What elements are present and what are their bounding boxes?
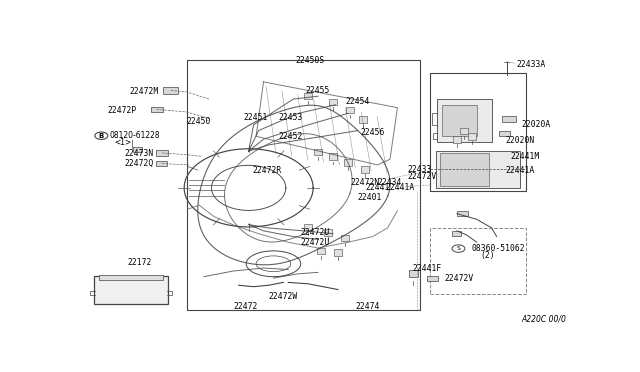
Bar bbox=[468, 134, 476, 140]
Bar bbox=[452, 231, 461, 236]
Text: 22472M: 22472M bbox=[129, 87, 159, 96]
Text: 22451: 22451 bbox=[244, 113, 268, 122]
Bar bbox=[436, 151, 520, 189]
Text: 22020A: 22020A bbox=[522, 121, 550, 129]
Bar bbox=[329, 99, 337, 105]
Bar bbox=[409, 270, 418, 278]
Text: B: B bbox=[99, 133, 104, 139]
Text: (2): (2) bbox=[481, 251, 495, 260]
Text: 22456: 22456 bbox=[360, 128, 385, 137]
Bar bbox=[163, 87, 178, 94]
Bar bbox=[453, 136, 461, 142]
Text: 22441F: 22441F bbox=[412, 264, 442, 273]
Bar bbox=[458, 211, 468, 216]
Bar bbox=[187, 60, 420, 310]
Text: 22472P: 22472P bbox=[108, 106, 136, 115]
Text: 08360-51062: 08360-51062 bbox=[472, 244, 525, 253]
Bar bbox=[427, 276, 438, 280]
Text: 22473N: 22473N bbox=[125, 149, 154, 158]
Bar bbox=[304, 93, 312, 99]
Text: 22450: 22450 bbox=[187, 118, 211, 126]
Bar bbox=[437, 99, 492, 142]
Text: 22472U: 22472U bbox=[301, 238, 330, 247]
Text: 22441M: 22441M bbox=[511, 152, 540, 161]
Bar bbox=[324, 230, 332, 236]
Text: S: S bbox=[456, 246, 460, 251]
Bar bbox=[150, 106, 163, 112]
Text: 22401: 22401 bbox=[358, 193, 382, 202]
Bar bbox=[429, 73, 526, 191]
Bar bbox=[440, 154, 489, 186]
Bar bbox=[460, 128, 468, 134]
Text: 22433A: 22433A bbox=[516, 60, 546, 69]
Text: 22433: 22433 bbox=[408, 165, 432, 174]
Text: 22441: 22441 bbox=[365, 183, 390, 192]
Text: 22472Q: 22472Q bbox=[125, 159, 154, 168]
Text: 22472: 22472 bbox=[234, 302, 258, 311]
Bar bbox=[502, 116, 516, 122]
Bar bbox=[499, 131, 509, 136]
Text: 22441A: 22441A bbox=[385, 183, 414, 192]
Text: 22452: 22452 bbox=[278, 132, 303, 141]
Bar bbox=[361, 166, 369, 173]
Bar bbox=[442, 105, 477, 136]
Text: <1>: <1> bbox=[115, 138, 132, 147]
Text: 22172: 22172 bbox=[127, 258, 152, 267]
Text: 22455: 22455 bbox=[306, 86, 330, 95]
Bar bbox=[304, 224, 312, 230]
Text: 22472U: 22472U bbox=[301, 228, 330, 237]
Bar bbox=[334, 250, 342, 256]
FancyBboxPatch shape bbox=[94, 276, 168, 304]
Text: 22020N: 22020N bbox=[506, 136, 535, 145]
Bar bbox=[429, 228, 526, 294]
Bar bbox=[314, 149, 322, 155]
Text: 22454: 22454 bbox=[346, 97, 370, 106]
Bar bbox=[329, 154, 337, 160]
Bar bbox=[99, 275, 163, 280]
Text: 22450S: 22450S bbox=[296, 56, 325, 65]
Text: 22453: 22453 bbox=[278, 113, 303, 122]
Bar bbox=[156, 161, 167, 166]
Bar bbox=[156, 150, 168, 156]
Text: 08120-61228: 08120-61228 bbox=[110, 131, 161, 140]
Text: 22474: 22474 bbox=[355, 302, 380, 311]
Text: 22434: 22434 bbox=[378, 178, 402, 187]
Bar bbox=[132, 147, 141, 152]
Bar bbox=[341, 235, 349, 241]
Text: 22472V: 22472V bbox=[445, 273, 474, 283]
Text: A220C 00/0: A220C 00/0 bbox=[521, 315, 566, 324]
Text: 22472R: 22472R bbox=[253, 166, 282, 175]
Text: 22472W: 22472W bbox=[269, 292, 298, 301]
Text: 22472N: 22472N bbox=[350, 178, 380, 187]
Bar bbox=[317, 248, 324, 254]
Bar bbox=[346, 107, 355, 113]
Bar bbox=[359, 116, 367, 122]
Text: 22472V: 22472V bbox=[408, 172, 436, 181]
Text: 22441A: 22441A bbox=[506, 166, 535, 175]
Bar bbox=[344, 159, 352, 166]
